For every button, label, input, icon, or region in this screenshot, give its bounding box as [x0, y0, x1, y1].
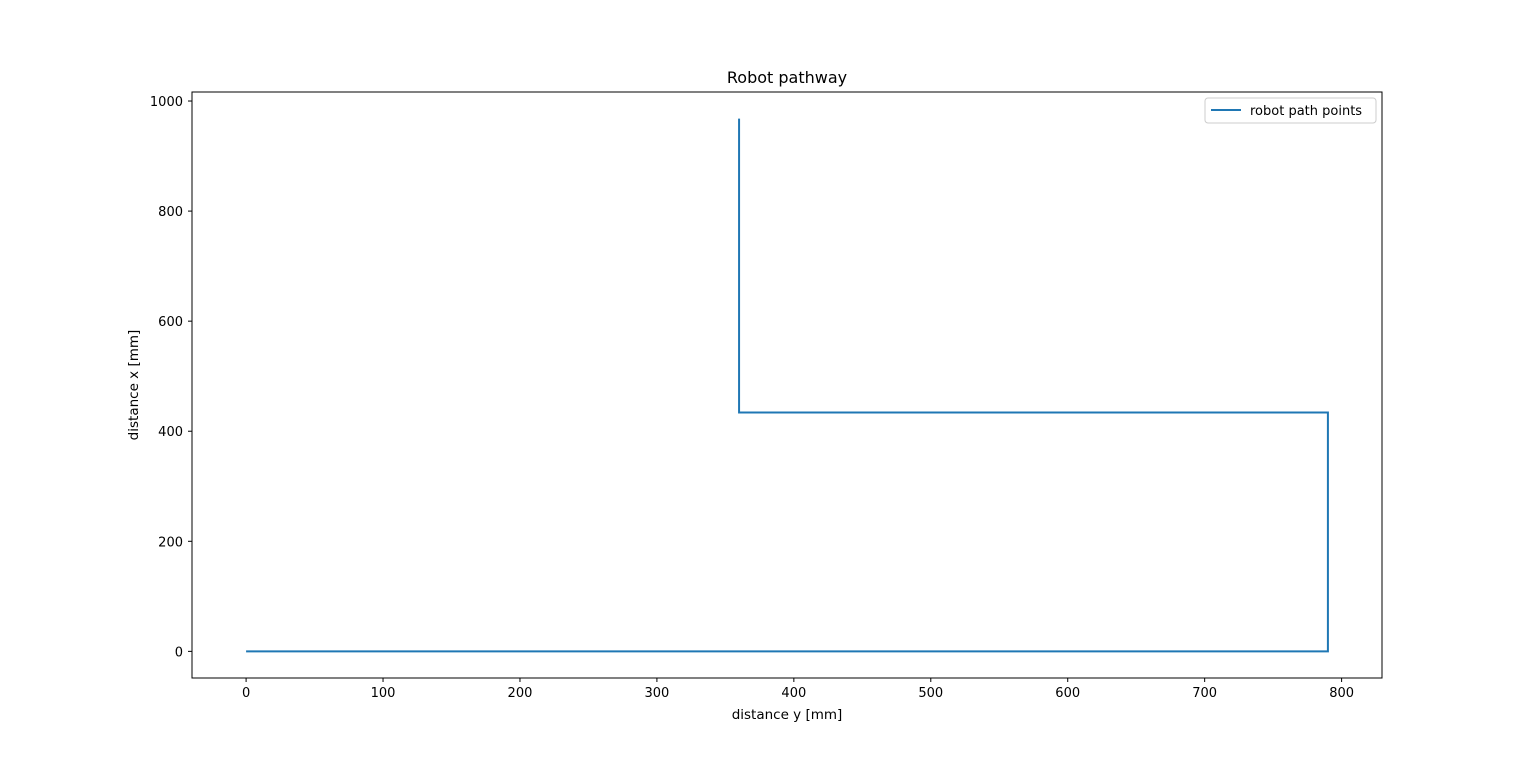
- x-tick-label: 800: [1329, 686, 1354, 701]
- x-tick-label: 700: [1192, 686, 1217, 701]
- x-tick-label: 600: [1055, 686, 1080, 701]
- x-tick-label: 100: [371, 686, 396, 701]
- legend-box: [1204, 97, 1377, 124]
- x-tick-label: 300: [644, 686, 669, 701]
- y-tick-label: 600: [158, 315, 183, 330]
- legend: robot path points: [1204, 97, 1377, 124]
- y-tick-label: 400: [158, 425, 183, 440]
- y-tick-label: 1000: [150, 95, 183, 110]
- y-tick-label: 200: [158, 535, 183, 550]
- x-tick-label: 200: [508, 686, 533, 701]
- legend-label: robot path points: [1250, 104, 1362, 119]
- data-layer: [246, 118, 1329, 653]
- y-axis-ticks: 0 200 400 600 800 1000: [150, 95, 192, 660]
- y-tick-label: 0: [175, 645, 183, 660]
- x-tick-label: 400: [781, 686, 806, 701]
- x-tick-label: 0: [242, 686, 250, 701]
- y-axis-label: distance x [mm]: [126, 330, 142, 441]
- plot-frame: [191, 91, 1383, 679]
- chart-title: Robot pathway: [727, 68, 847, 87]
- x-axis-label: distance y [mm]: [732, 707, 843, 723]
- y-tick-label: 800: [158, 205, 183, 220]
- x-axis-ticks: 0 100 200 300 400 500 600 700 800: [242, 678, 1354, 701]
- plot-background: [192, 92, 1382, 678]
- x-tick-label: 500: [918, 686, 943, 701]
- series-line: [246, 118, 1329, 653]
